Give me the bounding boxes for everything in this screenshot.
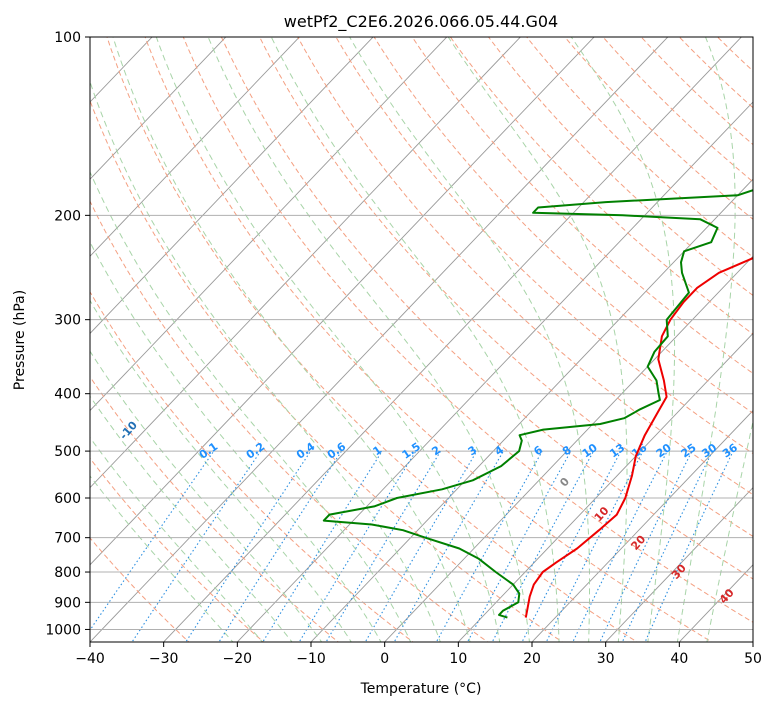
x-tick-label: −20 <box>223 651 253 667</box>
pressure-grid-lines <box>90 37 753 630</box>
dewpoint-profile <box>322 189 753 619</box>
temperature-profile <box>524 257 753 618</box>
y-tick-label: 200 <box>54 208 81 224</box>
plot-frame <box>89 36 754 643</box>
dry-adiabat-line <box>373 37 753 414</box>
y-tick-label: 700 <box>54 531 81 547</box>
y-tick-label: 800 <box>54 565 81 581</box>
mixing-ratio-line <box>621 450 713 642</box>
isotherm-line <box>90 37 595 566</box>
moist-adiabat-line <box>90 241 382 642</box>
isotherm-line <box>90 37 227 180</box>
x-tick-label: −40 <box>75 651 105 667</box>
dry-adiabat-line <box>411 37 753 375</box>
y-tick-label: 500 <box>54 444 81 460</box>
dry-adiabat-line <box>297 37 753 496</box>
x-axis-ticks: −40 −30 −20 −10 0 10 20 30 40 50 <box>75 642 762 667</box>
mixing-ratio-line <box>644 450 734 642</box>
dry-adiabat-line <box>144 37 713 642</box>
isotherm-line <box>90 37 522 489</box>
isotherm-line <box>236 101 753 642</box>
y-tick-label: 600 <box>54 491 81 507</box>
isotherm-line <box>310 178 753 642</box>
dry-adiabat-line <box>487 37 753 297</box>
y-axis-label: Pressure (hPa) <box>12 290 28 390</box>
x-tick-label: 20 <box>523 651 541 667</box>
chart-title: wetPf2_C2E6.2026.066.05.44.G04 <box>284 12 558 32</box>
x-tick-label: 10 <box>449 651 467 667</box>
mixing-ratio-line <box>131 450 262 642</box>
y-tick-label: 100 <box>54 30 81 46</box>
profile-series <box>322 189 753 619</box>
isotherm-line <box>162 37 743 642</box>
x-tick-label: 30 <box>597 651 615 667</box>
x-tick-label: 0 <box>380 651 389 667</box>
isotherm-line <box>604 487 753 642</box>
mixing-ratio-line <box>185 450 312 642</box>
mixing-ratio-lines <box>90 450 734 642</box>
mixing-ratio-line <box>466 450 572 642</box>
isotherm-line <box>90 37 669 642</box>
mixing-ratio-line <box>262 450 383 642</box>
x-tick-label: −30 <box>149 651 179 667</box>
mixing-ratio-line <box>218 450 342 642</box>
isotherm-line <box>383 255 753 642</box>
isotherm-line <box>90 37 374 335</box>
mixing-ratio-line <box>521 450 622 642</box>
x-tick-label: 50 <box>744 651 762 667</box>
dry-adiabat-line <box>90 200 489 642</box>
dry-adiabat-line <box>90 457 265 642</box>
isotherm-line <box>90 37 301 257</box>
mixing-ratio-line <box>90 450 215 631</box>
x-tick-label: 40 <box>670 651 688 667</box>
y-tick-label: 400 <box>54 387 81 403</box>
x-tick-label: −10 <box>296 651 326 667</box>
y-axis-ticks: 100 200 300 400 500 600 700 800 900 1000 <box>45 30 90 638</box>
y-tick-label: 1000 <box>45 622 81 638</box>
isotherm-line <box>531 409 753 642</box>
dry-adiabat-line <box>220 37 753 580</box>
mixing-ratio-line <box>599 450 693 642</box>
isotherm-line <box>90 37 448 412</box>
y-tick-label: 300 <box>54 313 81 329</box>
mixing-ratio-line <box>545 450 644 642</box>
x-axis-label: Temperature (°C) <box>360 681 482 697</box>
mixing-ratio-line <box>364 450 478 642</box>
mixing-ratio-line <box>298 450 417 642</box>
y-tick-label: 900 <box>54 595 81 611</box>
moist-adiabat-line <box>90 170 412 642</box>
mixing-ratio-line <box>491 450 595 642</box>
